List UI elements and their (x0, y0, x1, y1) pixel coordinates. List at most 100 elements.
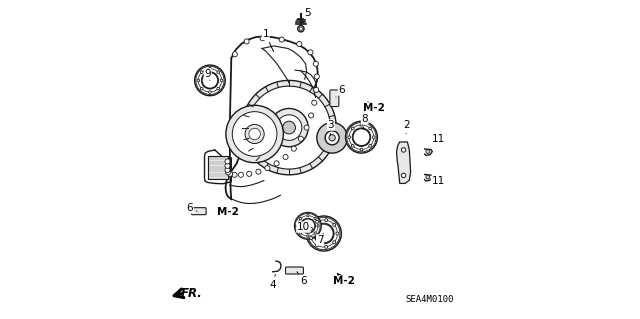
Circle shape (279, 37, 284, 42)
Circle shape (248, 86, 330, 169)
Circle shape (360, 123, 363, 126)
Polygon shape (397, 142, 411, 183)
Circle shape (270, 108, 308, 147)
Circle shape (217, 71, 220, 73)
FancyBboxPatch shape (191, 208, 206, 215)
Circle shape (225, 170, 230, 175)
Circle shape (351, 145, 354, 147)
Circle shape (232, 112, 277, 156)
Circle shape (307, 216, 341, 251)
Circle shape (308, 50, 313, 55)
Circle shape (246, 171, 252, 176)
Circle shape (314, 224, 333, 243)
Circle shape (298, 136, 303, 141)
Circle shape (352, 128, 371, 146)
Circle shape (276, 115, 302, 140)
Text: 11: 11 (431, 176, 445, 186)
Circle shape (372, 136, 375, 138)
Circle shape (283, 154, 288, 160)
Circle shape (333, 223, 336, 226)
Text: 11: 11 (431, 134, 445, 144)
Circle shape (195, 65, 225, 96)
Circle shape (317, 122, 348, 153)
Text: M-2: M-2 (363, 102, 385, 113)
Circle shape (325, 131, 339, 145)
Circle shape (304, 125, 309, 130)
Circle shape (307, 214, 309, 217)
Circle shape (426, 175, 429, 179)
Circle shape (300, 232, 302, 234)
Circle shape (300, 218, 302, 220)
Text: 8: 8 (362, 114, 368, 129)
Circle shape (202, 72, 218, 88)
Circle shape (225, 167, 230, 173)
Circle shape (232, 172, 237, 177)
Circle shape (314, 87, 319, 93)
Text: 3: 3 (328, 120, 334, 135)
Circle shape (310, 227, 312, 230)
Circle shape (300, 218, 316, 234)
Circle shape (351, 127, 354, 130)
Circle shape (307, 235, 309, 237)
Text: 1: 1 (262, 29, 273, 52)
Circle shape (196, 66, 224, 94)
Circle shape (401, 173, 406, 178)
Circle shape (294, 212, 321, 239)
Circle shape (329, 135, 335, 141)
Circle shape (324, 219, 328, 222)
Circle shape (232, 52, 237, 57)
Circle shape (200, 87, 203, 90)
Text: SEA4M0100: SEA4M0100 (406, 295, 454, 304)
Text: FR.: FR. (181, 287, 203, 300)
Circle shape (353, 129, 370, 146)
FancyBboxPatch shape (285, 267, 303, 274)
Circle shape (209, 91, 211, 93)
Circle shape (226, 105, 284, 163)
Text: M-2: M-2 (217, 207, 239, 217)
Circle shape (308, 217, 340, 250)
Circle shape (360, 148, 363, 151)
Circle shape (296, 213, 320, 238)
Circle shape (297, 41, 302, 47)
Text: 7: 7 (317, 234, 323, 245)
Text: 6: 6 (297, 272, 307, 286)
Text: 10: 10 (297, 222, 310, 232)
Circle shape (283, 121, 296, 134)
FancyBboxPatch shape (208, 156, 228, 179)
Text: 6: 6 (186, 203, 197, 213)
Circle shape (225, 163, 230, 168)
Circle shape (312, 100, 317, 105)
Circle shape (244, 39, 249, 44)
Circle shape (291, 146, 296, 151)
Circle shape (314, 223, 334, 244)
Circle shape (348, 136, 351, 138)
FancyBboxPatch shape (330, 90, 339, 107)
Circle shape (298, 26, 304, 32)
Circle shape (209, 67, 211, 70)
Circle shape (347, 122, 376, 152)
Circle shape (308, 113, 314, 118)
Circle shape (314, 74, 319, 79)
Circle shape (324, 245, 328, 249)
Circle shape (314, 218, 316, 220)
Circle shape (197, 79, 200, 82)
Circle shape (336, 232, 339, 235)
Circle shape (227, 171, 232, 176)
Circle shape (238, 172, 243, 177)
Circle shape (300, 27, 303, 30)
Circle shape (200, 71, 203, 73)
Text: 6: 6 (336, 85, 345, 97)
Circle shape (369, 145, 371, 147)
Circle shape (346, 121, 378, 153)
Circle shape (426, 150, 429, 153)
Circle shape (317, 225, 319, 227)
Circle shape (314, 61, 319, 66)
Text: 5: 5 (303, 8, 311, 23)
Circle shape (225, 159, 230, 164)
Circle shape (316, 220, 319, 223)
Text: 4: 4 (269, 274, 276, 290)
Circle shape (256, 169, 261, 174)
Circle shape (265, 166, 270, 171)
Circle shape (333, 241, 336, 244)
Circle shape (316, 244, 319, 247)
